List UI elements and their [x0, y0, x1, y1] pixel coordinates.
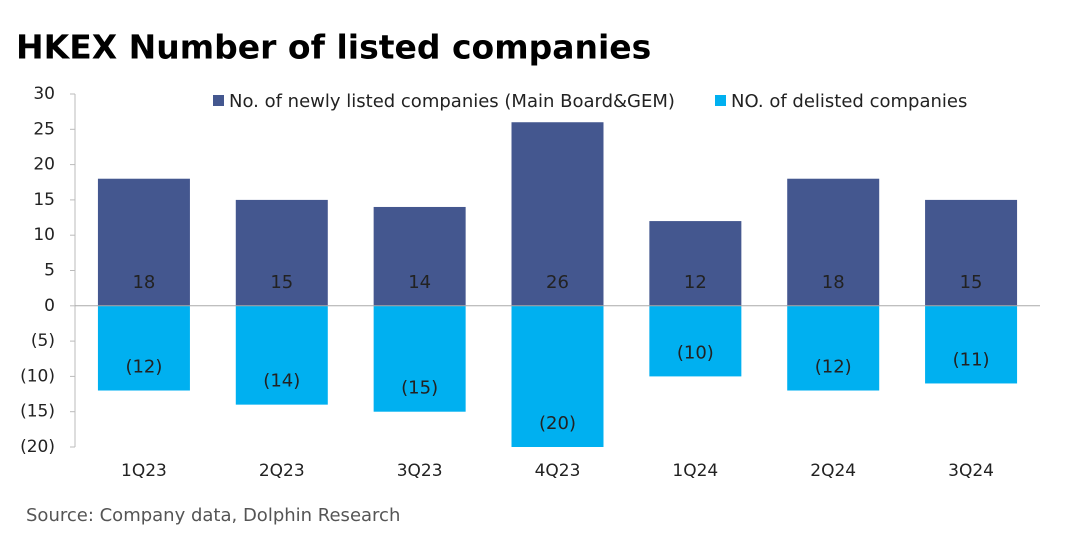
legend-swatch — [715, 95, 726, 106]
legend-label: No. of newly listed companies (Main Boar… — [229, 91, 675, 112]
y-tick-label: (5) — [31, 331, 55, 351]
bar — [511, 305, 604, 447]
value-label: 12 — [684, 272, 707, 293]
bar — [373, 305, 466, 412]
bar — [649, 305, 742, 377]
y-tick-label: 25 — [33, 119, 55, 139]
legend-swatch — [213, 95, 224, 106]
bar — [787, 178, 880, 306]
x-tick-label: 3Q24 — [948, 461, 994, 481]
y-tick-label: 5 — [44, 261, 55, 281]
bar — [235, 199, 328, 306]
y-tick-label: (10) — [20, 366, 55, 386]
bar — [925, 199, 1018, 306]
y-tick-label: (20) — [20, 437, 55, 457]
y-tick-label: 15 — [33, 190, 55, 210]
y-tick-label: 10 — [33, 225, 55, 245]
source-note: Source: Company data, Dolphin Research — [26, 505, 400, 526]
value-label: 15 — [270, 272, 293, 293]
bar — [373, 206, 466, 306]
x-tick-label: 2Q23 — [259, 461, 305, 481]
value-label: 15 — [960, 272, 983, 293]
value-label: (12) — [125, 357, 162, 378]
value-label: (20) — [539, 413, 576, 434]
y-tick-label: 20 — [33, 155, 55, 175]
x-tick-label: 1Q23 — [121, 461, 167, 481]
value-label: (14) — [263, 371, 300, 392]
bar — [649, 221, 742, 306]
value-label: 26 — [546, 272, 569, 293]
legend-label: NO. of delisted companies — [731, 91, 967, 112]
x-tick-label: 2Q24 — [810, 461, 856, 481]
value-label: (15) — [401, 378, 438, 399]
bar — [97, 178, 190, 306]
x-tick-label: 3Q23 — [397, 461, 443, 481]
value-label: (12) — [815, 357, 852, 378]
bar — [511, 122, 604, 306]
chart-title: HKEX Number of listed companies — [16, 28, 651, 67]
bar — [97, 305, 190, 391]
bar — [235, 305, 328, 405]
bar — [925, 305, 1018, 384]
y-tick-label: 0 — [44, 296, 55, 316]
value-label: (10) — [677, 342, 714, 363]
y-tick-label: (15) — [20, 402, 55, 422]
value-label: 14 — [408, 272, 431, 293]
value-label: 18 — [822, 272, 845, 293]
value-label: (11) — [953, 349, 990, 370]
y-tick-label: 30 — [33, 84, 55, 104]
bar — [787, 305, 880, 391]
x-tick-label: 4Q23 — [535, 461, 581, 481]
value-label: 18 — [132, 272, 155, 293]
x-tick-label: 1Q24 — [672, 461, 718, 481]
